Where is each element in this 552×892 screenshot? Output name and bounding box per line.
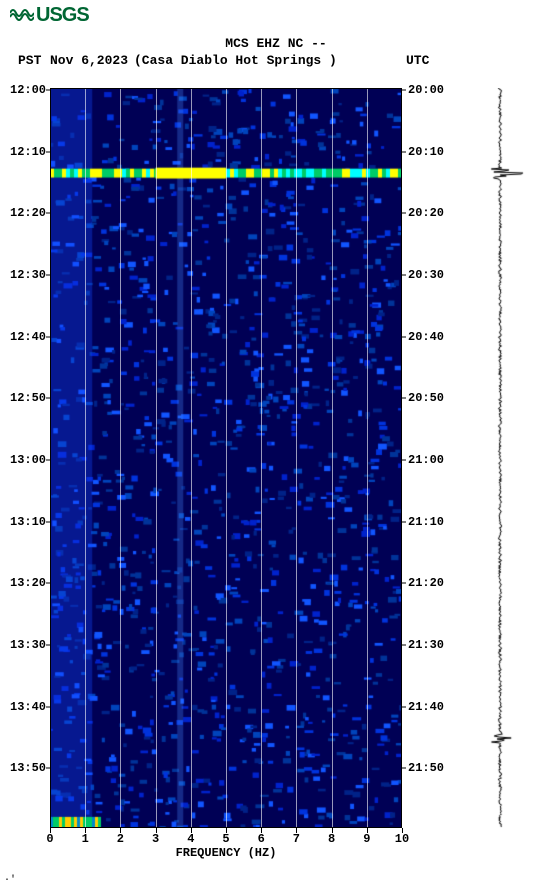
usgs-logo: USGS [10, 4, 89, 27]
y-tick-right: 21:10 [408, 515, 444, 529]
y-tick-right: 21:00 [408, 453, 444, 467]
x-tick: 4 [187, 832, 194, 846]
channel-title: MCS EHZ NC -- [0, 36, 552, 51]
y-tick-left: 13:00 [10, 453, 46, 467]
x-tick: 6 [258, 832, 265, 846]
y-tick-right: 20:00 [408, 83, 444, 97]
spectrogram-plot: 012345678910 FREQUENCY (HZ) [50, 88, 402, 828]
x-tick: 0 [46, 832, 53, 846]
waveform-canvas [460, 88, 540, 828]
x-tick: 5 [222, 832, 229, 846]
title-block: MCS EHZ NC -- PST Nov 6,2023 (Casa Diabl… [0, 36, 552, 53]
y-tick-right: 20:10 [408, 145, 444, 159]
y-tick-left: 13:40 [10, 700, 46, 714]
grid-line [261, 88, 262, 828]
y-tick-right: 21:30 [408, 638, 444, 652]
grid-line [367, 88, 368, 828]
y-tick-right: 21:20 [408, 576, 444, 590]
y-tick-right: 21:40 [408, 700, 444, 714]
grid-line [120, 88, 121, 828]
footer-mark: ·' [4, 875, 16, 886]
y-tick-right: 21:50 [408, 761, 444, 775]
y-tick-right: 20:30 [408, 268, 444, 282]
x-axis-label: FREQUENCY (HZ) [50, 846, 402, 860]
x-tick: 7 [293, 832, 300, 846]
x-tick: 9 [363, 832, 370, 846]
date-label: Nov 6,2023 [50, 53, 128, 68]
waveform-panel [460, 88, 540, 828]
grid-line [85, 88, 86, 828]
grid-line [191, 88, 192, 828]
x-tick: 8 [328, 832, 335, 846]
y-tick-left: 13:50 [10, 761, 46, 775]
y-tick-left: 12:10 [10, 145, 46, 159]
y-tick-left: 12:20 [10, 206, 46, 220]
y-tick-left: 13:30 [10, 638, 46, 652]
y-tick-left: 12:00 [10, 83, 46, 97]
grid-line [226, 88, 227, 828]
logo-text: USGS [36, 4, 89, 26]
location-label: (Casa Diablo Hot Springs ) [134, 53, 337, 68]
tz-left-label: PST [18, 53, 41, 68]
y-tick-left: 12:40 [10, 330, 46, 344]
grid-line [296, 88, 297, 828]
tz-right-label: UTC [406, 53, 429, 68]
grid-line [332, 88, 333, 828]
y-tick-left: 12:30 [10, 268, 46, 282]
y-tick-left: 13:10 [10, 515, 46, 529]
y-tick-left: 12:50 [10, 391, 46, 405]
x-tick: 1 [82, 832, 89, 846]
grid-line [156, 88, 157, 828]
y-tick-right: 20:50 [408, 391, 444, 405]
y-tick-right: 20:20 [408, 206, 444, 220]
x-tick: 3 [152, 832, 159, 846]
y-tick-left: 13:20 [10, 576, 46, 590]
x-tick: 10 [395, 832, 409, 846]
usgs-wave-icon [10, 4, 34, 27]
y-tick-right: 20:40 [408, 330, 444, 344]
x-tick: 2 [117, 832, 124, 846]
